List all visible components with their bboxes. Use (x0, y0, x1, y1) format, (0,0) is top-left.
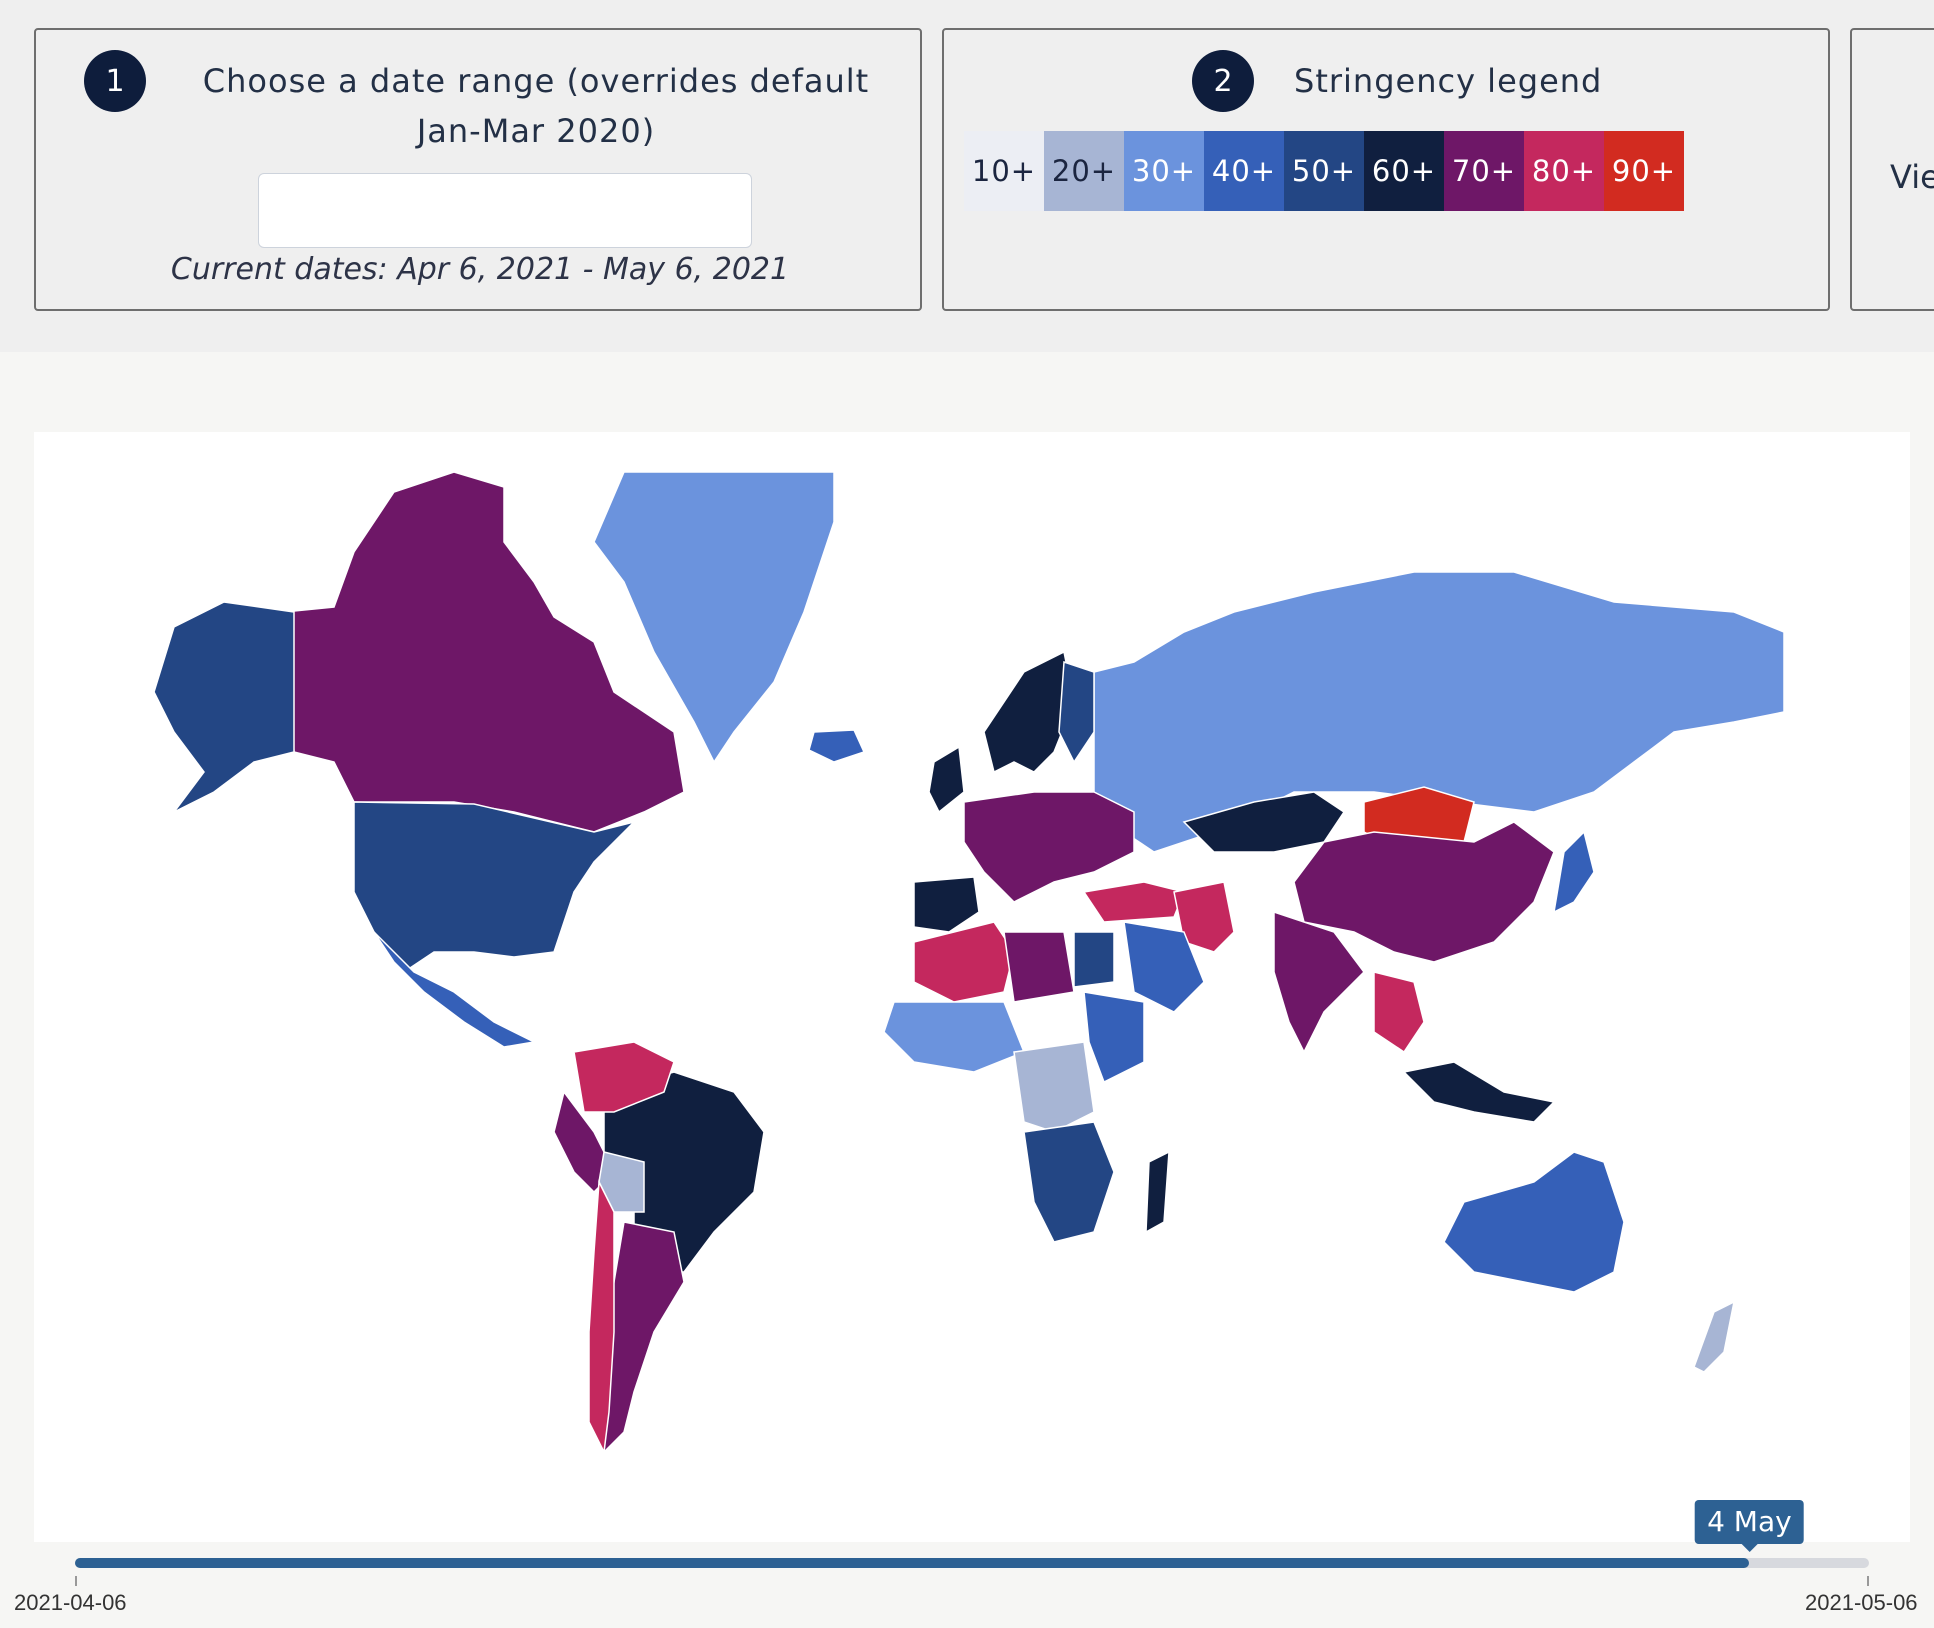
country-peru[interactable] (553, 1090, 615, 1194)
country-united-kingdom[interactable] (928, 745, 965, 814)
country-greenland[interactable] (593, 471, 835, 764)
step-number-badge: 2 (1192, 50, 1254, 112)
country-saudi-arabia[interactable] (1123, 921, 1205, 1013)
slider-start-tick (75, 1576, 77, 1586)
country-alaska[interactable] (153, 601, 295, 813)
country-libya[interactable] (1003, 931, 1075, 1003)
country-iberia[interactable] (913, 876, 980, 933)
stringency-legend-title: Stringency legend (1294, 62, 1603, 100)
country-argentina[interactable] (603, 1221, 685, 1454)
stringency-legend-panel: 2 Stringency legend 10+ 20+ 30+ 40+ 50+ 60+ 70… (942, 28, 1830, 311)
date-range-input[interactable] (258, 173, 752, 248)
legend-swatch-90plus: 90+ (1604, 131, 1684, 211)
country-west-africa[interactable] (883, 1001, 1025, 1073)
slider-end-tick (1867, 1576, 1869, 1586)
country-southern-africa[interactable] (1023, 1121, 1115, 1243)
country-australia[interactable] (1443, 1151, 1625, 1293)
country-kazakhstan[interactable] (1182, 791, 1346, 853)
legend-swatch-50plus: 50+ (1284, 131, 1364, 211)
slider-start-label: 2021-04-06 (14, 1590, 127, 1615)
view-panel: Vie (1850, 28, 1934, 311)
country-turkey[interactable] (1082, 881, 1186, 923)
country-venezuela-colombia[interactable] (573, 1041, 675, 1113)
country-madagascar[interactable] (1145, 1150, 1170, 1234)
date-range-panel: 1 Choose a date range (overrides default… (34, 28, 922, 311)
legend-swatch-10plus: 10+ (964, 131, 1044, 211)
country-southeast-asia[interactable] (1373, 971, 1425, 1054)
country-egypt[interactable] (1073, 931, 1115, 988)
current-dates-label: Current dates: Apr 6, 2021 - May 6, 2021 (170, 252, 790, 287)
stringency-legend-scale: 10+ 20+ 30+ 40+ 50+ 60+ 70+ 80+ 90+ (964, 131, 1684, 211)
country-indonesia[interactable] (1402, 1061, 1556, 1123)
country-central-africa[interactable] (1013, 1041, 1095, 1133)
slider-end-label: 2021-05-06 (1805, 1590, 1918, 1615)
country-japan[interactable] (1553, 830, 1595, 914)
legend-swatch-80plus: 80+ (1524, 131, 1604, 211)
country-iceland[interactable] (808, 729, 866, 763)
country-chile[interactable] (588, 1179, 615, 1455)
date-slider-track[interactable] (75, 1558, 1869, 1568)
step-number-badge: 1 (84, 50, 146, 112)
country-bolivia[interactable] (598, 1151, 645, 1213)
country-east-africa[interactable] (1083, 991, 1145, 1084)
legend-swatch-30plus: 30+ (1124, 131, 1204, 211)
country-new-zealand[interactable] (1693, 1300, 1736, 1373)
date-slider-handle[interactable]: 4 May (1695, 1500, 1804, 1552)
country-mexico[interactable] (373, 931, 537, 1048)
country-north-africa-west[interactable] (913, 921, 1015, 1003)
world-map (34, 432, 1910, 1542)
legend-swatch-70plus: 70+ (1444, 131, 1524, 211)
choropleth-map (153, 471, 1785, 1455)
legend-swatch-20plus: 20+ (1044, 131, 1124, 211)
view-label: Vie (1890, 158, 1934, 196)
country-scandinavia[interactable] (983, 650, 1075, 774)
legend-swatch-40plus: 40+ (1204, 131, 1284, 211)
country-india[interactable] (1273, 910, 1365, 1054)
country-finland[interactable] (1058, 660, 1095, 764)
date-range-title: Choose a date range (overrides default J… (202, 62, 870, 150)
legend-swatch-60plus: 60+ (1364, 131, 1444, 211)
country-europe[interactable] (963, 791, 1135, 903)
date-slider-fill (75, 1558, 1750, 1568)
